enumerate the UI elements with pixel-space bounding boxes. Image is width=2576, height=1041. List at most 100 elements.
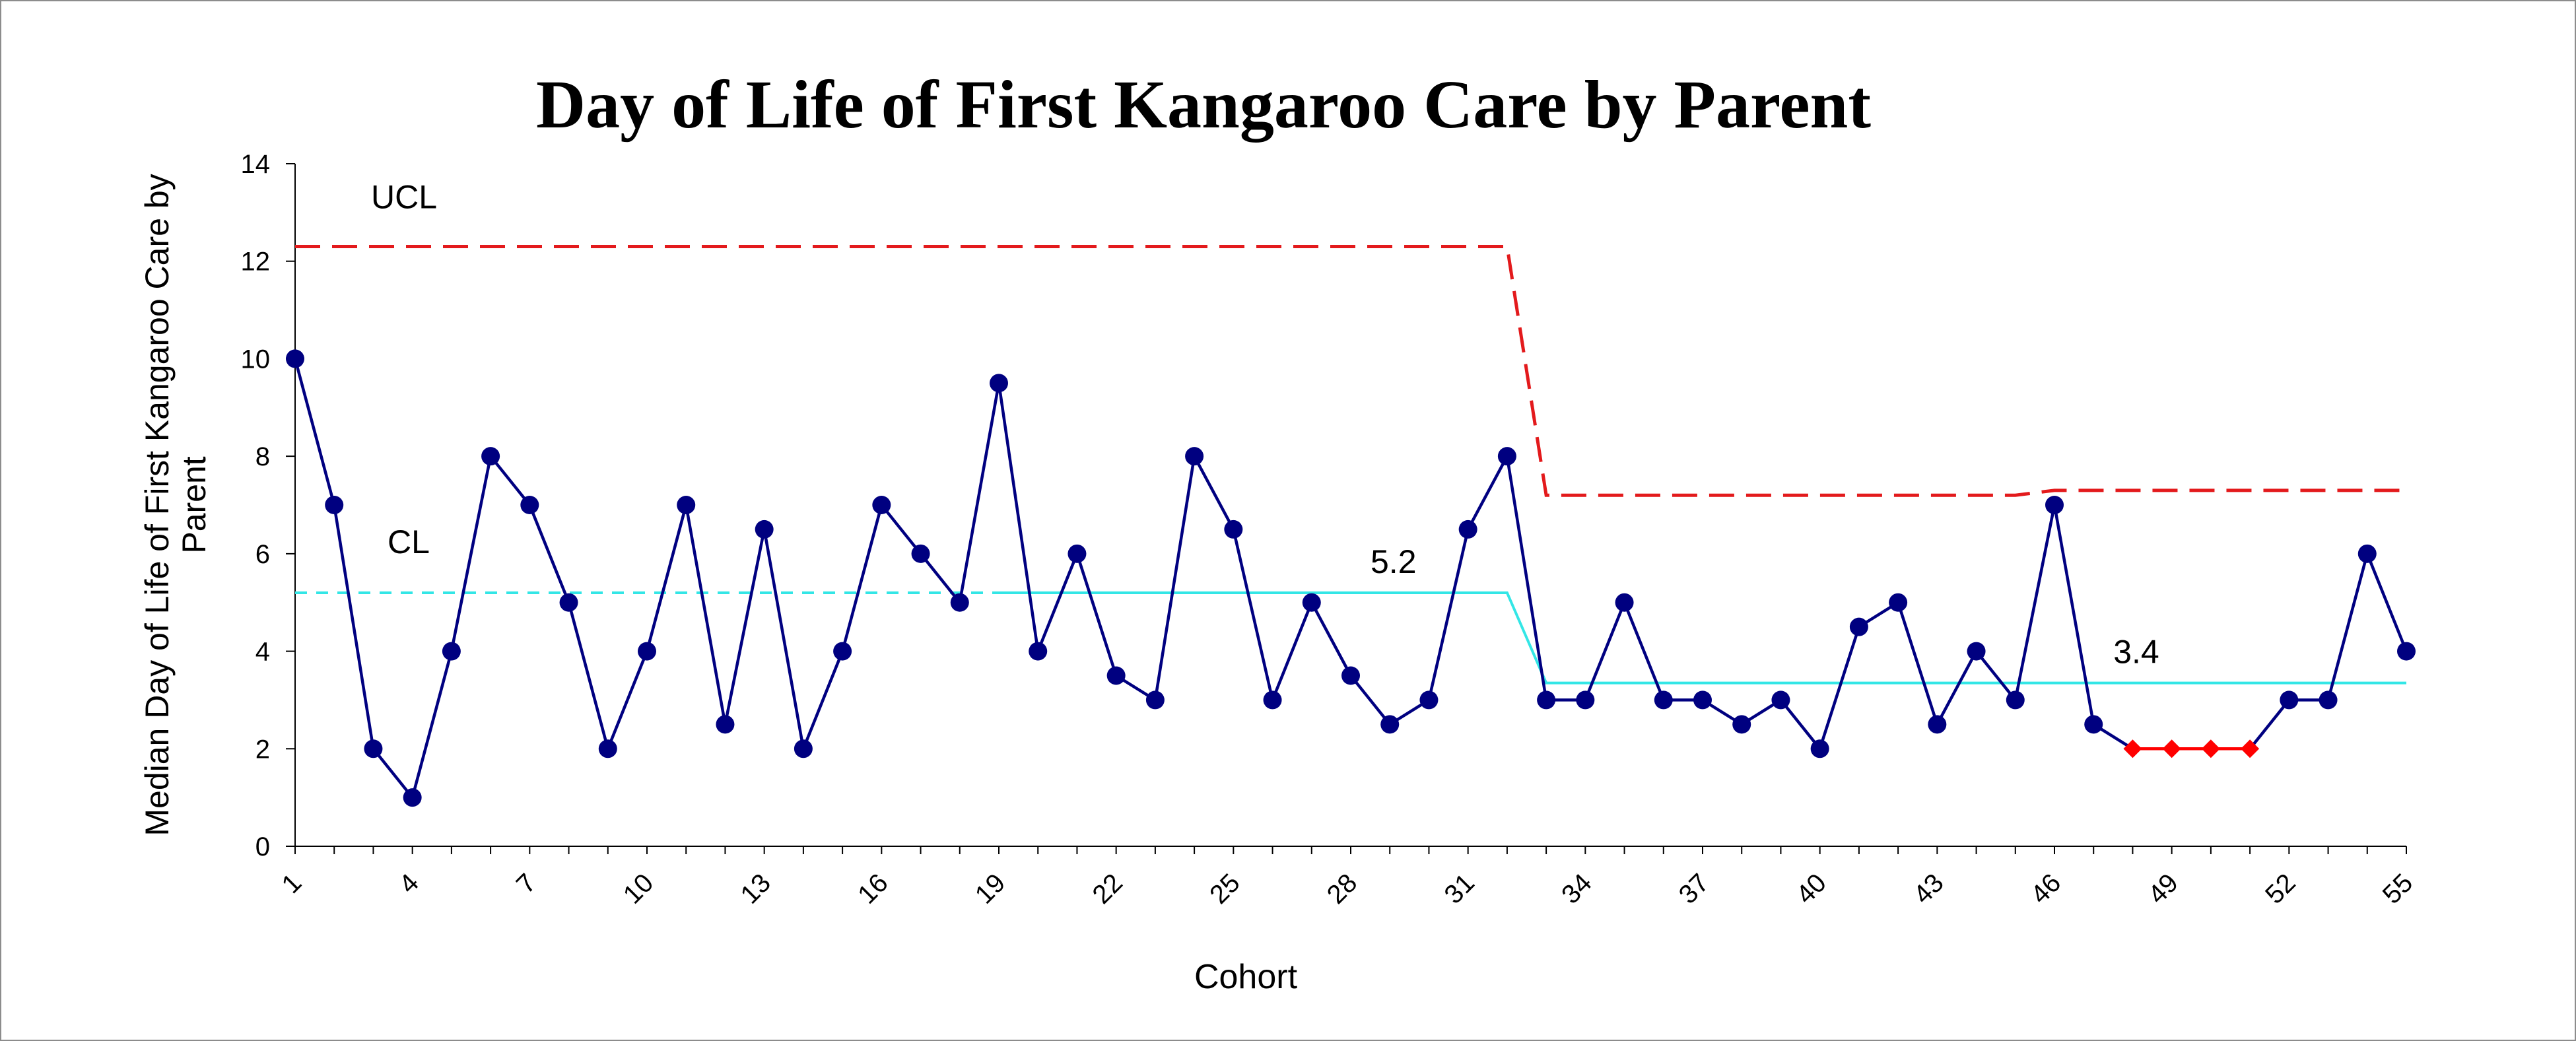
data-point — [481, 447, 500, 466]
data-point — [1889, 593, 1908, 612]
x-tick-label: 1 — [277, 868, 308, 899]
data-point — [872, 496, 891, 514]
data-point — [325, 496, 344, 514]
y-tick-label: 6 — [255, 540, 270, 569]
data-point — [2280, 690, 2299, 710]
data-point — [990, 374, 1008, 393]
cl-line — [999, 591, 2406, 685]
x-tick-label: 22 — [1087, 868, 1128, 910]
x-axis-label: Cohort — [1194, 958, 1298, 996]
data-point — [2319, 690, 2338, 710]
data-point — [442, 642, 461, 661]
data-point — [1849, 617, 1868, 636]
x-tick-label: 13 — [735, 868, 776, 910]
x-ticks: 1 4 7 10 13 16 19 22 25 28 31 34 37 40 43 46 49 52 55 — [277, 846, 2419, 910]
data-point — [1145, 690, 1165, 710]
data-point — [1029, 642, 1048, 661]
special-cause-point — [2162, 739, 2181, 758]
data-point — [1106, 666, 1126, 685]
data-point — [2006, 690, 2025, 710]
chart-title: Day of Life of First Kangaroo Care by Pa… — [536, 67, 1871, 143]
data-point — [364, 739, 383, 758]
y-axis-label-line: Parent — [176, 456, 213, 553]
y-tick-label: 8 — [255, 442, 270, 471]
x-tick-label: 52 — [2260, 868, 2301, 910]
x-tick-label: 25 — [1204, 868, 1246, 910]
x-tick-label: 7 — [511, 868, 542, 899]
data-point — [794, 739, 813, 758]
data-point — [1693, 690, 1712, 710]
x-tick-label: 16 — [852, 868, 894, 910]
special-cause-point — [2241, 739, 2260, 758]
y-tick-label: 14 — [241, 150, 271, 179]
x-tick-label: 31 — [1439, 868, 1480, 910]
data-point — [559, 593, 578, 612]
x-tick-label: 43 — [1908, 868, 1949, 910]
data-point — [1537, 690, 1556, 710]
data-point — [1576, 690, 1595, 710]
data-point — [1224, 520, 1243, 539]
special-cause-point — [2123, 739, 2142, 758]
y-tick-label: 4 — [255, 638, 270, 667]
data-point — [1967, 642, 1986, 661]
control-limits: UCL CL — [295, 179, 2406, 685]
data-point — [1263, 690, 1282, 710]
data-point — [1615, 593, 1634, 612]
annotations: 5.2 3.4 — [1371, 543, 2159, 671]
data-point — [1732, 715, 1751, 734]
x-tick-label: 19 — [970, 868, 1011, 910]
x-tick-label: 46 — [2025, 868, 2067, 910]
data-point — [950, 593, 969, 612]
data-point — [716, 715, 735, 734]
data-point — [1068, 544, 1087, 563]
data-point — [1380, 715, 1400, 734]
ucl-label: UCL — [371, 179, 437, 216]
y-tick-label: 2 — [255, 735, 270, 764]
ucl-line — [295, 245, 2406, 497]
data-point — [755, 520, 774, 539]
data-point — [1810, 739, 1829, 758]
data-point — [520, 496, 539, 514]
data-point — [677, 496, 696, 514]
x-tick-label: 10 — [618, 868, 660, 910]
x-tick-label: 49 — [2142, 868, 2184, 910]
x-tick-label: 40 — [1790, 868, 1832, 910]
data-point — [638, 642, 656, 661]
data-point — [1928, 715, 1947, 734]
y-ticks: 0 2 4 6 8 10 12 14 — [241, 150, 295, 861]
data-point — [1341, 666, 1360, 685]
data-point — [286, 349, 304, 368]
data-point — [2357, 544, 2377, 563]
y-axis-label: Median Day of Life of First Kangaroo Car… — [139, 174, 213, 836]
data-point — [2045, 496, 2064, 514]
data-point — [1497, 447, 1516, 466]
data-point — [403, 788, 422, 807]
data-point — [1771, 690, 1790, 710]
center-value-label: 3.4 — [2113, 634, 2159, 671]
data-point — [1302, 593, 1321, 612]
special-cause-point — [2201, 739, 2220, 758]
data-point — [1458, 520, 1477, 539]
y-axis-label-line: Median Day of Life of First Kangaroo Car… — [139, 174, 176, 836]
data-point — [2084, 715, 2103, 734]
data-point — [1654, 690, 1673, 710]
cl-label: CL — [388, 523, 430, 560]
y-tick-label: 0 — [255, 832, 270, 861]
data-point — [2397, 642, 2416, 661]
x-tick-label: 34 — [1556, 868, 1598, 910]
data-point — [598, 739, 617, 758]
x-tick-label: 4 — [393, 868, 424, 899]
data-series — [286, 349, 2416, 807]
data-point — [911, 544, 930, 563]
data-point — [833, 642, 852, 661]
x-tick-label: 55 — [2377, 868, 2419, 910]
x-tick-label: 28 — [1322, 868, 1363, 910]
data-point — [1419, 690, 1439, 710]
center-value-label: 5.2 — [1371, 543, 1417, 580]
x-tick-label: 37 — [1674, 868, 1715, 910]
data-point — [1185, 447, 1204, 466]
y-tick-label: 12 — [241, 248, 271, 277]
y-tick-label: 10 — [241, 345, 271, 374]
